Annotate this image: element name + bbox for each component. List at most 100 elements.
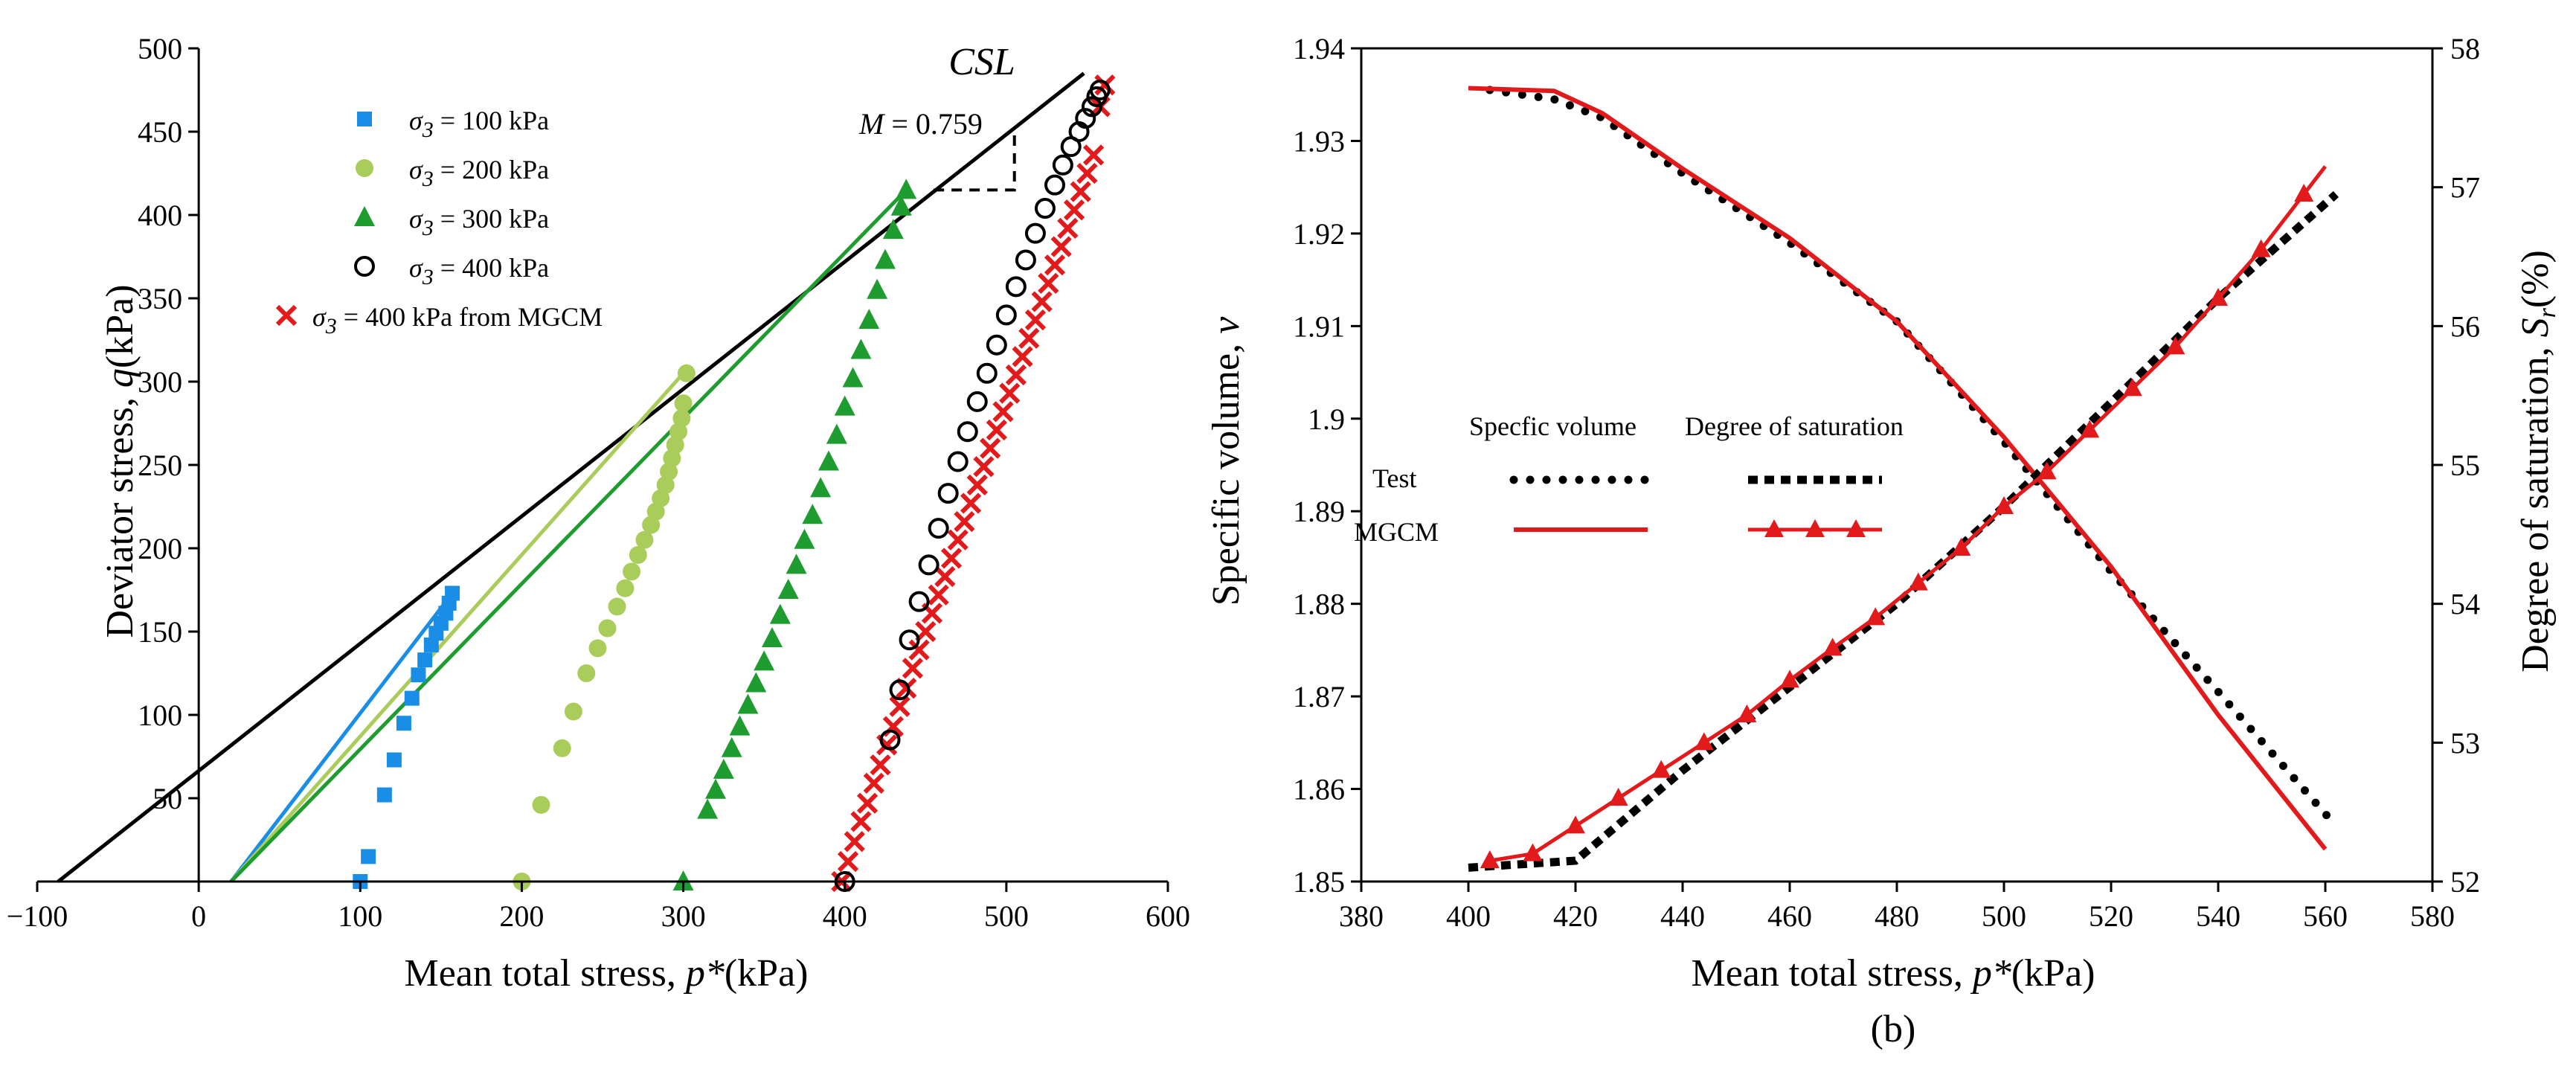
legend-sigma: σ [409, 204, 423, 234]
data-point [810, 477, 832, 498]
data-point [995, 304, 1017, 326]
legend-marker [354, 206, 375, 226]
data-point [2037, 461, 2057, 480]
data-point [918, 554, 939, 576]
data-point [445, 585, 460, 601]
label-text: Mean total stress, [404, 952, 685, 995]
data-point [1024, 222, 1046, 244]
data-point [928, 584, 949, 606]
panel-a-y-axis-label: Deviator stress, q(kPa) [99, 284, 141, 638]
label-rest: (kPa) [2011, 952, 2095, 995]
data-point [928, 518, 949, 539]
label-symbol: v [1205, 316, 1247, 334]
legend-col-specific-volume: Specfic volume [1469, 411, 1637, 441]
y-tick-label: 200 [138, 532, 182, 565]
data-point [2209, 288, 2228, 306]
data-point [1076, 162, 1098, 184]
legend-label: σ3 = 200 kPa [409, 155, 549, 191]
data-point [992, 401, 1014, 423]
data-point [1866, 607, 1886, 626]
line-3-300-kpa-fit [229, 188, 908, 883]
y2-tick-label: 53 [2450, 726, 2480, 760]
data-point [672, 409, 691, 428]
data-point [376, 787, 392, 803]
data-point [697, 798, 719, 819]
data-point [966, 391, 988, 412]
data-point [2165, 336, 2185, 355]
data-point [663, 449, 681, 468]
data-point [1038, 272, 1059, 294]
x-tick-label: 560 [2303, 899, 2348, 933]
data-point [616, 579, 635, 597]
data-point [973, 456, 995, 478]
y-tick-label: 300 [138, 365, 182, 399]
data-point [1737, 704, 1757, 722]
label-symbol: q [99, 368, 141, 388]
data-point [1024, 309, 1047, 331]
data-point [777, 579, 799, 599]
data-point [882, 219, 904, 240]
data-point [2251, 239, 2271, 257]
data-point [858, 309, 880, 330]
data-point [769, 603, 791, 624]
data-point [1081, 96, 1102, 118]
y-tick-label: 450 [138, 115, 182, 149]
data-point [899, 629, 920, 651]
legend-text: = 300 kPa [434, 204, 549, 234]
data-point [826, 423, 847, 444]
data-point [1044, 174, 1065, 196]
panel-a-axes: −100 0 100 200 300 400 500 600 50 100 150 200 250 300… [7, 32, 1190, 933]
legend-marker [275, 304, 298, 327]
data-point [818, 450, 839, 471]
data-point [737, 693, 759, 714]
data-point [834, 395, 855, 416]
x-tick-label: 200 [499, 899, 544, 933]
data-point [608, 597, 626, 616]
data-point [1566, 815, 1585, 834]
data-point [656, 475, 675, 494]
data-point [875, 248, 896, 269]
data-point [598, 619, 617, 638]
label-symbol: S [2514, 318, 2557, 337]
x-tick-label: 400 [1446, 899, 1491, 933]
data-point [411, 667, 426, 683]
data-point [1094, 74, 1116, 96]
label-rest: (kPa) [99, 284, 141, 368]
x-tick-label: 580 [2410, 899, 2455, 933]
legend-subscript: 3 [422, 216, 434, 240]
legend-marker [1846, 519, 1866, 537]
series-line [1485, 86, 2340, 830]
legend-marker [357, 112, 372, 126]
y-tick-label: 1.89 [1293, 495, 1345, 528]
slope-symbol: M [858, 107, 886, 141]
legend-label: σ3 = 400 kPa from MGCM [312, 302, 603, 338]
data-point [1005, 276, 1027, 298]
data-point [850, 338, 872, 359]
x-tick-label: 440 [1660, 899, 1705, 933]
data-point [850, 811, 872, 832]
series-line [1468, 190, 2339, 872]
data-point [842, 367, 864, 388]
data-point [870, 754, 891, 776]
series-3-400-kpa [834, 80, 1111, 892]
y-tick-label: 50 [152, 782, 182, 815]
data-point [908, 639, 930, 661]
y-tick-label: 400 [138, 199, 182, 232]
data-point [417, 652, 433, 668]
y-tick-label: 1.92 [1293, 217, 1345, 251]
series-3-300-kpa [672, 179, 917, 890]
line-3-100-kpa-fit [229, 591, 455, 883]
data-point [635, 530, 654, 549]
data-point [1089, 80, 1111, 100]
data-point [745, 672, 767, 693]
data-point [1012, 346, 1033, 367]
legend-col-degree-saturation: Degree of saturation [1685, 411, 1904, 441]
legend-marker [1805, 519, 1825, 537]
x-tick-label: 100 [338, 899, 382, 933]
legend-subscript: 3 [422, 167, 434, 191]
data-point [976, 362, 998, 384]
y-tick-label: 1.9 [1308, 402, 1345, 436]
data-point [802, 504, 823, 524]
line-3-200-kpa-fit [229, 372, 685, 883]
